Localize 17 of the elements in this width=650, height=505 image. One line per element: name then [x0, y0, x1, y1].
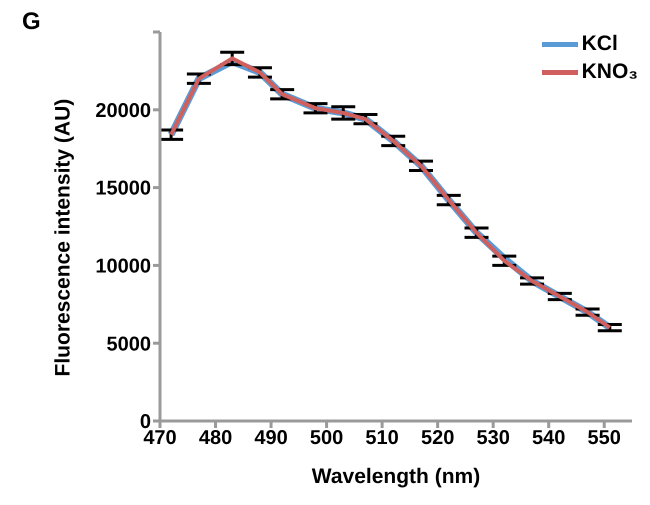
y-axis-title: Fluorescence intensity (AU) — [51, 98, 74, 376]
y-tick-label: 20000 — [95, 100, 151, 122]
x-tick-label: 530 — [476, 427, 510, 450]
x-tick-label: 480 — [198, 427, 232, 450]
x-tick-label: 500 — [310, 427, 344, 450]
x-tick-label: 540 — [532, 427, 566, 450]
x-tick-label: 550 — [588, 427, 621, 450]
x-tick-label: 490 — [254, 427, 288, 450]
y-tick-label: 15000 — [95, 178, 151, 200]
y-tick-label: 10000 — [95, 256, 151, 278]
x-tick-label: 510 — [365, 427, 399, 450]
text: G — [22, 8, 41, 36]
legend-label: KNO₃ — [582, 60, 638, 84]
x-axis-title: Wavelength (nm) — [312, 465, 480, 488]
y-tick-label: 5000 — [106, 333, 151, 356]
x-tick-label: 520 — [420, 427, 454, 450]
legend-label: KCl — [582, 32, 618, 56]
